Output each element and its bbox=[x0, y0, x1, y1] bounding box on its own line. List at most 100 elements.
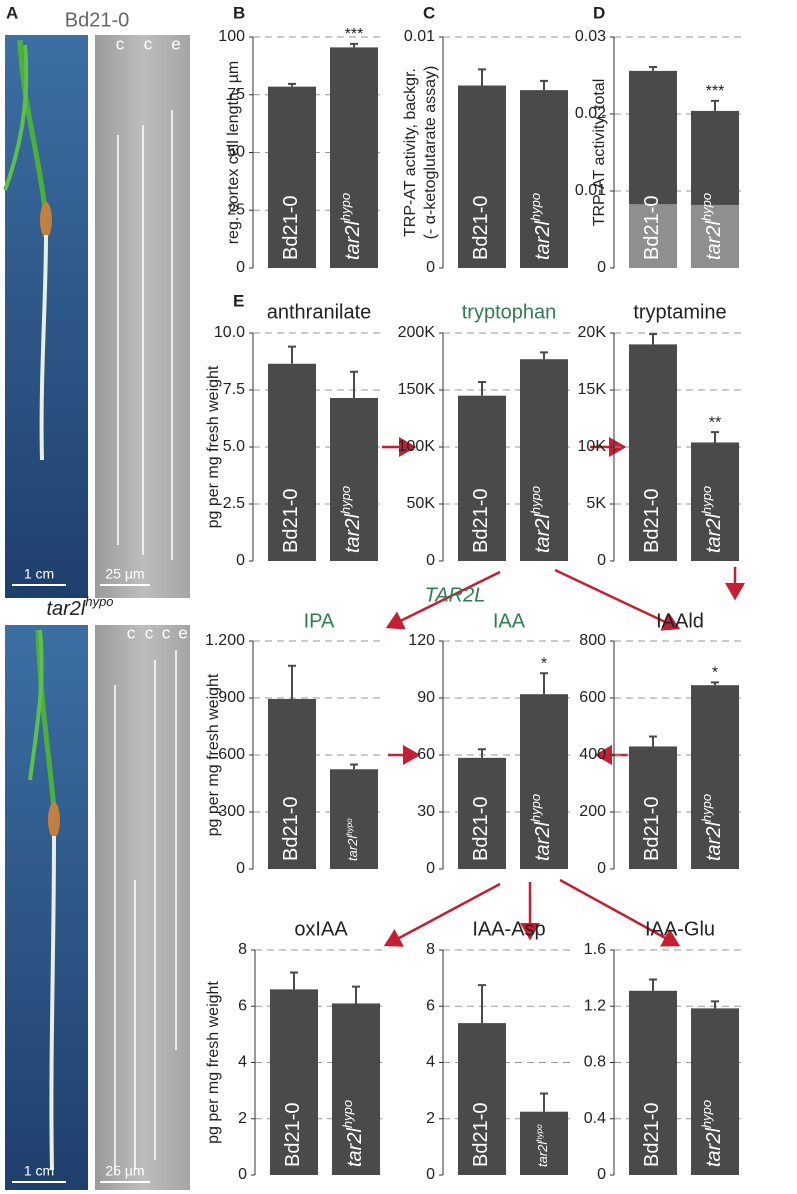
error-bar bbox=[540, 672, 548, 695]
category-label: Bd21-0 bbox=[470, 1103, 492, 1168]
category-label: tar2lhypo bbox=[338, 486, 364, 553]
category-name: Bd21-0 bbox=[280, 489, 302, 554]
y-tick-label: 10K bbox=[578, 438, 607, 455]
y-tick-label: 2 bbox=[238, 1110, 247, 1127]
significance: *** bbox=[706, 83, 725, 100]
bar bbox=[458, 1023, 506, 1175]
y-tick-label: 8 bbox=[426, 941, 435, 958]
significance: ** bbox=[709, 414, 721, 431]
category-label: Bd21-0 bbox=[641, 489, 663, 554]
category-label: tar2lhypo bbox=[338, 193, 364, 260]
significance: * bbox=[541, 656, 547, 673]
error-bar bbox=[350, 370, 358, 398]
error-bar bbox=[288, 345, 296, 364]
category-label: Bd21-0 bbox=[282, 1103, 304, 1168]
category-label: Bd21-0 bbox=[641, 1103, 663, 1168]
category-label: Bd21-0 bbox=[280, 797, 302, 862]
y-tick-label: 100 bbox=[218, 28, 245, 45]
category-label: tar2lhypo bbox=[340, 1100, 366, 1167]
category-label: Bd21-0 bbox=[641, 797, 663, 862]
y-axis-label: TRP-AT activity, backgr. bbox=[402, 68, 419, 237]
bar bbox=[268, 698, 316, 869]
y-tick-label: 0.8 bbox=[584, 1054, 606, 1071]
category-name: Bd21-0 bbox=[470, 489, 492, 554]
bar bbox=[629, 746, 677, 869]
chart-title: anthranilate bbox=[267, 301, 372, 323]
category-name: tar2l bbox=[703, 822, 725, 861]
y-axis-label: reg. cortex cell length, µm bbox=[225, 61, 242, 245]
enzyme-label: TAR2L bbox=[425, 584, 486, 606]
bar bbox=[629, 344, 677, 561]
y-tick-label: 0 bbox=[597, 552, 606, 569]
y-tick-label: 0 bbox=[426, 552, 435, 569]
category-sup: hypo bbox=[535, 1124, 544, 1142]
category-label: tar2lhypo bbox=[699, 486, 725, 553]
error-bar bbox=[352, 985, 360, 1004]
error-bar bbox=[540, 1092, 548, 1112]
y-tick-label: 50 bbox=[227, 144, 245, 161]
category-sup: hypo bbox=[699, 1100, 714, 1128]
category-label: Bd21-0 bbox=[470, 797, 492, 862]
error-bar bbox=[540, 351, 548, 360]
chart-title: IAAld bbox=[656, 610, 704, 632]
bar bbox=[691, 204, 739, 268]
category-name: Bd21-0 bbox=[470, 797, 492, 862]
significance: *** bbox=[345, 26, 364, 43]
category-name: tar2l bbox=[344, 1128, 366, 1167]
y-tick-label: 4 bbox=[238, 1054, 247, 1071]
error-bar bbox=[288, 664, 296, 699]
error-bar bbox=[711, 99, 719, 111]
panel-label: C bbox=[423, 3, 435, 22]
error-bar bbox=[711, 1000, 719, 1009]
cell-label: c bbox=[116, 34, 125, 53]
category-name: Bd21-0 bbox=[280, 196, 302, 261]
y-axis-label: pg per mg fresh weight bbox=[205, 673, 222, 836]
y-tick-label: 120 bbox=[408, 632, 435, 649]
bar bbox=[691, 1008, 739, 1175]
y-tick-label: 0.01 bbox=[404, 28, 435, 45]
y-tick-label: 90 bbox=[417, 689, 435, 706]
y-axis-label: pg per mg fresh weight bbox=[205, 981, 222, 1144]
y-tick-label: 0 bbox=[426, 1166, 435, 1183]
photo-top bbox=[3, 35, 190, 598]
error-bar bbox=[288, 82, 296, 87]
category-sup: hypo bbox=[338, 193, 353, 221]
error-bar bbox=[350, 763, 358, 770]
scale-label: 1 cm bbox=[24, 566, 54, 582]
bar bbox=[520, 359, 568, 561]
y-tick-label: 20K bbox=[578, 324, 607, 341]
category-sup: hypo bbox=[699, 794, 714, 822]
bar bbox=[691, 685, 739, 869]
category-label: tar2lhypo bbox=[699, 193, 725, 260]
y-tick-label: 0 bbox=[597, 1166, 606, 1183]
genotype-label: Bd21-0 bbox=[65, 9, 130, 31]
panel-label: E bbox=[233, 291, 244, 310]
category-label: Bd21-0 bbox=[641, 196, 663, 261]
category-sup: hypo bbox=[340, 1100, 355, 1128]
bar bbox=[332, 1003, 380, 1175]
category-name: tar2l bbox=[535, 1141, 550, 1167]
cell-label: e bbox=[171, 34, 180, 53]
cell-label: c bbox=[127, 623, 136, 642]
y-tick-label: 75 bbox=[227, 86, 245, 103]
cell-label: e bbox=[178, 623, 187, 642]
category-label: Bd21-0 bbox=[470, 489, 492, 554]
bar bbox=[458, 395, 506, 561]
y-tick-label: 5K bbox=[586, 495, 606, 512]
error-bar bbox=[290, 971, 298, 990]
category-sup: hypo bbox=[699, 486, 714, 514]
error-bar bbox=[649, 66, 657, 71]
category-name: tar2l bbox=[703, 514, 725, 553]
bar bbox=[629, 204, 677, 268]
y-axis-label: pg per mg fresh weight bbox=[205, 365, 222, 528]
y-axis-label: (- α-ketoglutarate assay) bbox=[422, 66, 439, 240]
y-tick-label: 1.2 bbox=[584, 997, 606, 1014]
photo-bottom bbox=[5, 625, 190, 1190]
genotype-sup: hypo bbox=[85, 594, 113, 609]
error-bar bbox=[711, 681, 719, 686]
category-label: Bd21-0 bbox=[280, 196, 302, 261]
bar bbox=[330, 769, 378, 869]
y-tick-label: 5.0 bbox=[223, 438, 245, 455]
y-tick-label: 1.200 bbox=[205, 632, 245, 649]
